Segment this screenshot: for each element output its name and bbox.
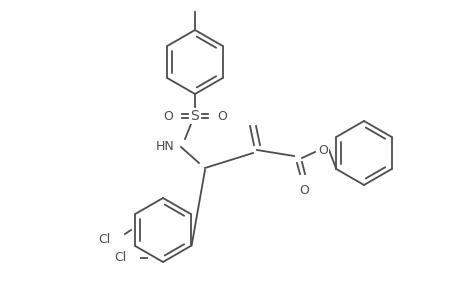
Text: O: O (217, 110, 226, 122)
Text: O: O (317, 143, 327, 157)
Text: O: O (162, 110, 173, 122)
Text: Cl: Cl (114, 251, 127, 264)
Text: HN: HN (156, 140, 174, 152)
Text: S: S (190, 109, 199, 123)
Text: Cl: Cl (99, 233, 111, 247)
Text: O: O (298, 184, 308, 197)
